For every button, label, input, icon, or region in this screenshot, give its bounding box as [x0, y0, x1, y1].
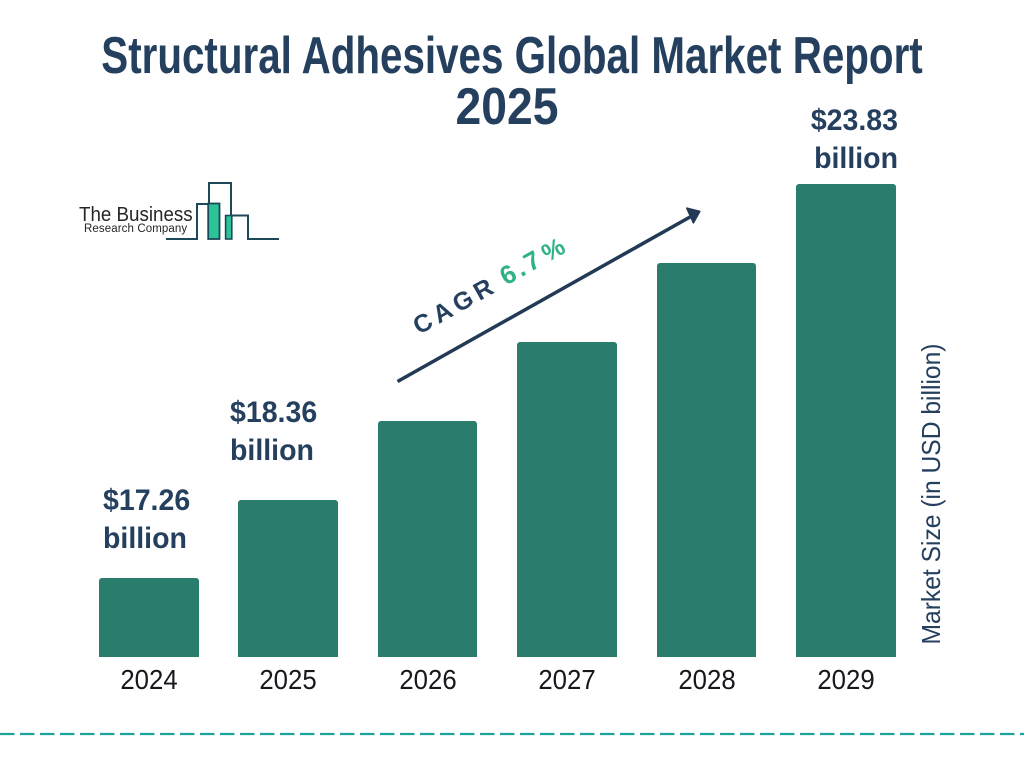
svg-text:6.7%: 6.7%: [494, 231, 570, 291]
